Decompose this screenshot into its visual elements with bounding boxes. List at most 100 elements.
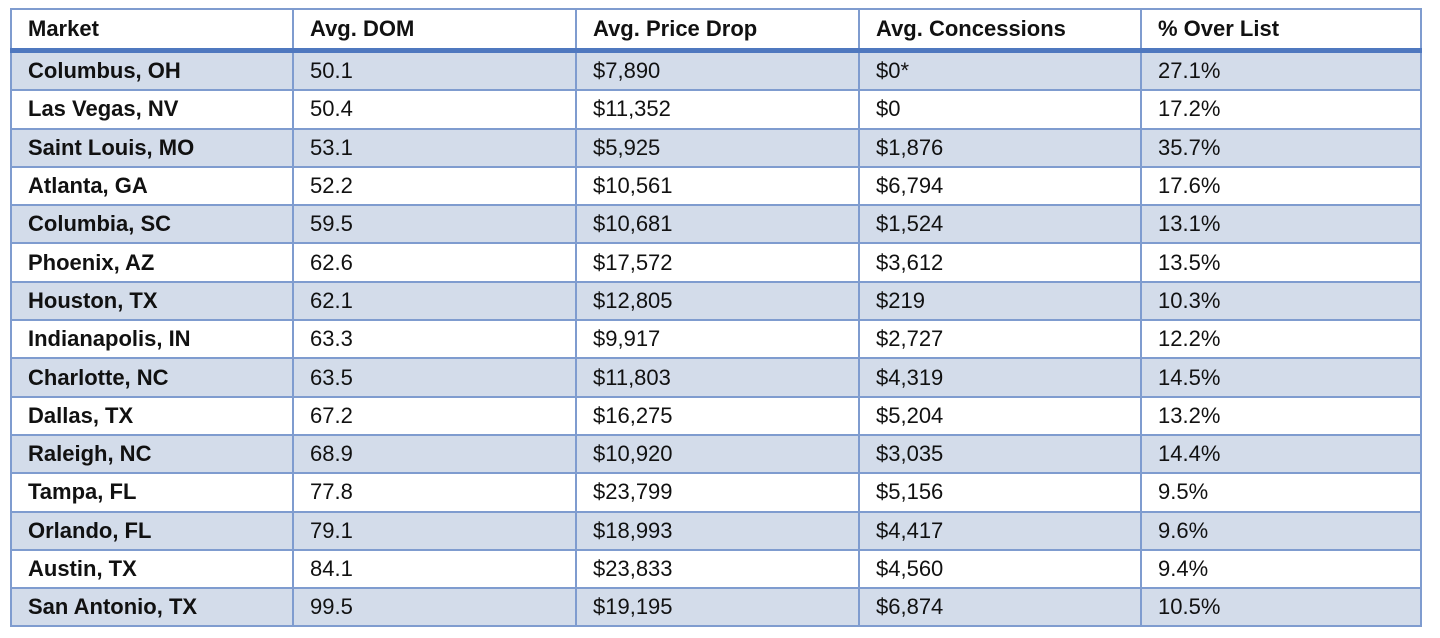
- data-cell: 62.6: [292, 242, 577, 283]
- data-cell: 27.1%: [1140, 49, 1422, 92]
- market-cell: Phoenix, AZ: [10, 242, 294, 283]
- data-cell: 84.1: [292, 548, 577, 590]
- market-cell: Houston, TX: [10, 280, 294, 322]
- data-cell: 63.5: [292, 357, 577, 398]
- market-cell: Dallas, TX: [10, 395, 294, 436]
- data-cell: 10.5%: [1140, 587, 1422, 628]
- data-cell: $6,794: [858, 165, 1142, 207]
- header-row: Market Avg. DOM Avg. Price Drop Avg. Conces…: [10, 8, 1422, 53]
- data-cell: 13.1%: [1140, 204, 1422, 245]
- table-row: Las Vegas, NV 50.4 $11,352 $0 17.2%: [10, 89, 1422, 130]
- table-row: Columbia, SC 59.5 $10,681 $1,524 13.1%: [10, 204, 1422, 245]
- column-header: Avg. Price Drop: [575, 8, 860, 53]
- data-cell: 12.2%: [1140, 319, 1422, 360]
- data-cell: $5,925: [575, 127, 860, 168]
- table-row: Houston, TX 62.1 $12,805 $219 10.3%: [10, 280, 1422, 322]
- data-cell: 77.8: [292, 472, 577, 513]
- data-cell: $18,993: [575, 510, 860, 551]
- table-row: San Antonio, TX 99.5 $19,195 $6,874 10.5%: [10, 587, 1422, 628]
- table-row: Indianapolis, IN 63.3 $9,917 $2,727 12.2%: [10, 319, 1422, 360]
- data-cell: 17.2%: [1140, 89, 1422, 130]
- column-header: Market: [10, 8, 294, 53]
- data-cell: 9.6%: [1140, 510, 1422, 551]
- market-cell: Indianapolis, IN: [10, 319, 294, 360]
- table-row: Dallas, TX 67.2 $16,275 $5,204 13.2%: [10, 395, 1422, 436]
- table-row: Saint Louis, MO 53.1 $5,925 $1,876 35.7%: [10, 127, 1422, 168]
- data-cell: 59.5: [292, 204, 577, 245]
- data-cell: $0: [858, 89, 1142, 130]
- table-row: Raleigh, NC 68.9 $10,920 $3,035 14.4%: [10, 433, 1422, 475]
- data-cell: $10,561: [575, 165, 860, 207]
- data-cell: $2,727: [858, 319, 1142, 360]
- market-cell: Las Vegas, NV: [10, 89, 294, 130]
- data-cell: 50.1: [292, 49, 577, 92]
- data-cell: 99.5: [292, 587, 577, 628]
- data-cell: $3,612: [858, 242, 1142, 283]
- data-cell: $0*: [858, 49, 1142, 92]
- data-cell: $4,560: [858, 548, 1142, 590]
- data-cell: 9.5%: [1140, 472, 1422, 513]
- table-row: Austin, TX 84.1 $23,833 $4,560 9.4%: [10, 548, 1422, 590]
- table-container: Market Avg. DOM Avg. Price Drop Avg. Conces…: [10, 8, 1422, 628]
- data-cell: 35.7%: [1140, 127, 1422, 168]
- data-cell: $11,352: [575, 89, 860, 130]
- data-cell: 67.2: [292, 395, 577, 436]
- data-cell: 9.4%: [1140, 548, 1422, 590]
- table-row: Orlando, FL 79.1 $18,993 $4,417 9.6%: [10, 510, 1422, 551]
- data-cell: 68.9: [292, 433, 577, 475]
- market-cell: Austin, TX: [10, 548, 294, 590]
- data-cell: $4,417: [858, 510, 1142, 551]
- table-row: Tampa, FL 77.8 $23,799 $5,156 9.5%: [10, 472, 1422, 513]
- market-cell: Raleigh, NC: [10, 433, 294, 475]
- data-cell: $10,681: [575, 204, 860, 245]
- data-cell: $5,156: [858, 472, 1142, 513]
- data-cell: $17,572: [575, 242, 860, 283]
- data-cell: $6,874: [858, 587, 1142, 628]
- table-row: Atlanta, GA 52.2 $10,561 $6,794 17.6%: [10, 165, 1422, 207]
- data-cell: $11,803: [575, 357, 860, 398]
- data-cell: $3,035: [858, 433, 1142, 475]
- data-cell: $10,920: [575, 433, 860, 475]
- data-cell: 52.2: [292, 165, 577, 207]
- data-cell: 13.5%: [1140, 242, 1422, 283]
- market-cell: Tampa, FL: [10, 472, 294, 513]
- market-cell: San Antonio, TX: [10, 587, 294, 628]
- market-cell: Columbus, OH: [10, 49, 294, 92]
- data-cell: 79.1: [292, 510, 577, 551]
- table-row: Charlotte, NC 63.5 $11,803 $4,319 14.5%: [10, 357, 1422, 398]
- data-cell: $9,917: [575, 319, 860, 360]
- data-cell: $7,890: [575, 49, 860, 92]
- data-cell: $5,204: [858, 395, 1142, 436]
- market-cell: Atlanta, GA: [10, 165, 294, 207]
- column-header: Avg. DOM: [292, 8, 577, 53]
- data-cell: 13.2%: [1140, 395, 1422, 436]
- data-cell: 10.3%: [1140, 280, 1422, 322]
- market-cell: Columbia, SC: [10, 204, 294, 245]
- data-cell: 14.5%: [1140, 357, 1422, 398]
- data-cell: $23,833: [575, 548, 860, 590]
- table-row: Phoenix, AZ 62.6 $17,572 $3,612 13.5%: [10, 242, 1422, 283]
- data-cell: 53.1: [292, 127, 577, 168]
- data-cell: $23,799: [575, 472, 860, 513]
- data-cell: $16,275: [575, 395, 860, 436]
- table-body: Columbus, OH 50.1 $7,890 $0* 27.1% Las Vegas,…: [10, 49, 1422, 628]
- data-cell: 62.1: [292, 280, 577, 322]
- market-cell: Charlotte, NC: [10, 357, 294, 398]
- table-row: Columbus, OH 50.1 $7,890 $0* 27.1%: [10, 49, 1422, 92]
- data-cell: $19,195: [575, 587, 860, 628]
- data-cell: $12,805: [575, 280, 860, 322]
- column-header: % Over List: [1140, 8, 1422, 53]
- data-cell: 50.4: [292, 89, 577, 130]
- market-cell: Orlando, FL: [10, 510, 294, 551]
- data-cell: 63.3: [292, 319, 577, 360]
- data-cell: 14.4%: [1140, 433, 1422, 475]
- data-cell: 17.6%: [1140, 165, 1422, 207]
- market-table: Market Avg. DOM Avg. Price Drop Avg. Conces…: [10, 8, 1422, 628]
- data-cell: $1,876: [858, 127, 1142, 168]
- data-cell: $4,319: [858, 357, 1142, 398]
- market-cell: Saint Louis, MO: [10, 127, 294, 168]
- data-cell: $1,524: [858, 204, 1142, 245]
- column-header: Avg. Concessions: [858, 8, 1142, 53]
- data-cell: $219: [858, 280, 1142, 322]
